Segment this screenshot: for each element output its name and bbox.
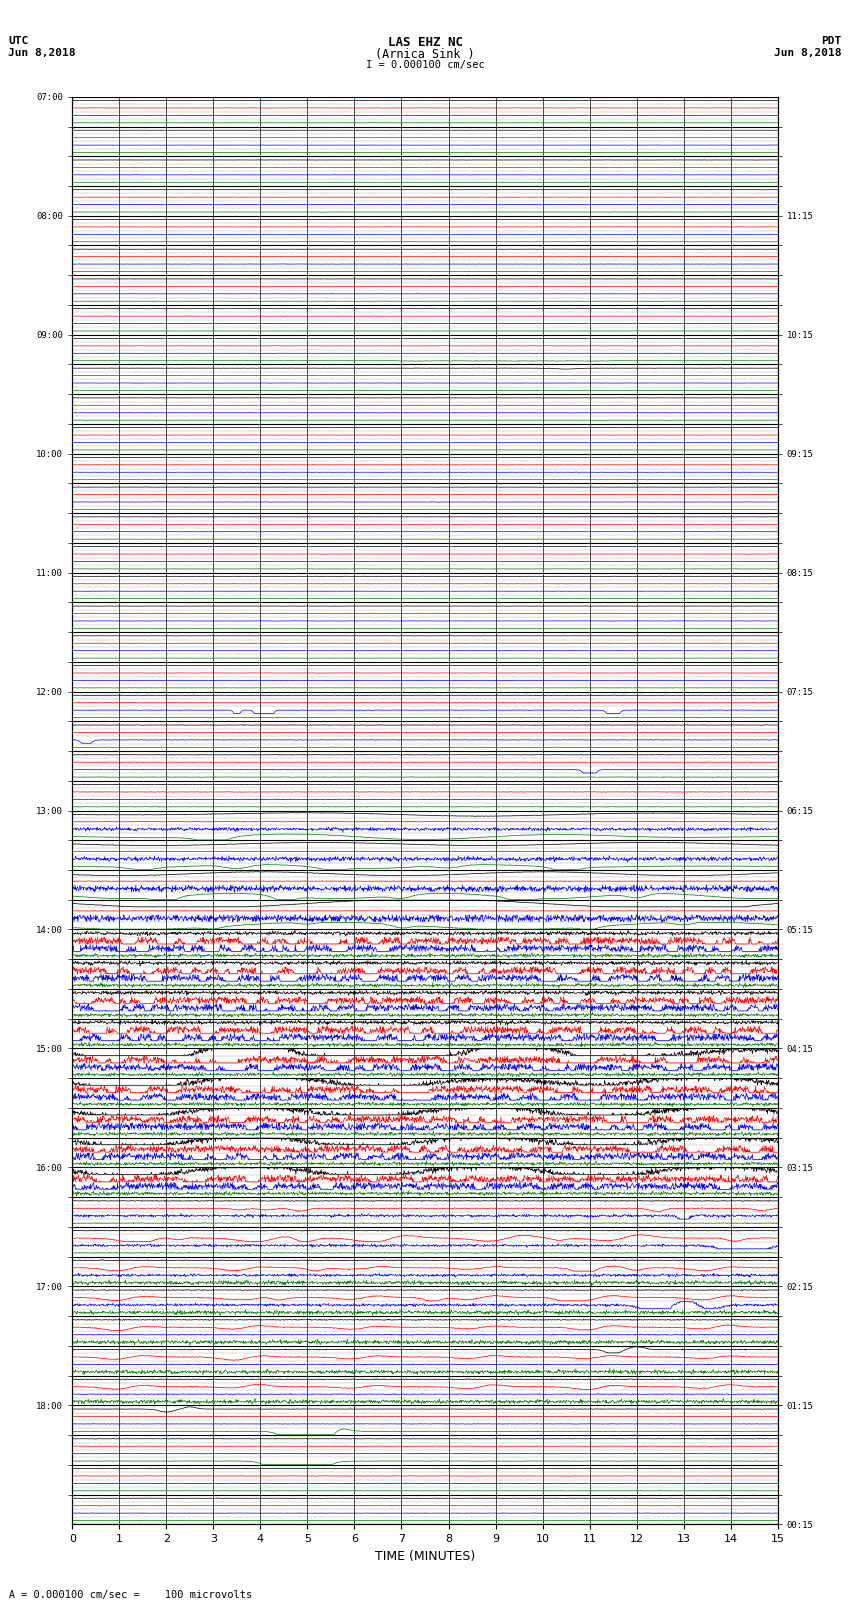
Text: (Arnica Sink ): (Arnica Sink )	[375, 48, 475, 61]
Text: UTC: UTC	[8, 37, 29, 47]
Text: Jun 8,2018: Jun 8,2018	[774, 47, 842, 58]
Text: I = 0.000100 cm/sec: I = 0.000100 cm/sec	[366, 60, 484, 69]
Text: LAS EHZ NC: LAS EHZ NC	[388, 37, 462, 50]
Text: = 0.000100 cm/sec =    100 microvolts: = 0.000100 cm/sec = 100 microvolts	[21, 1590, 252, 1600]
Text: Jun 8,2018: Jun 8,2018	[8, 47, 76, 58]
Text: PDT: PDT	[821, 37, 842, 47]
Text: A: A	[8, 1590, 14, 1600]
X-axis label: TIME (MINUTES): TIME (MINUTES)	[375, 1550, 475, 1563]
